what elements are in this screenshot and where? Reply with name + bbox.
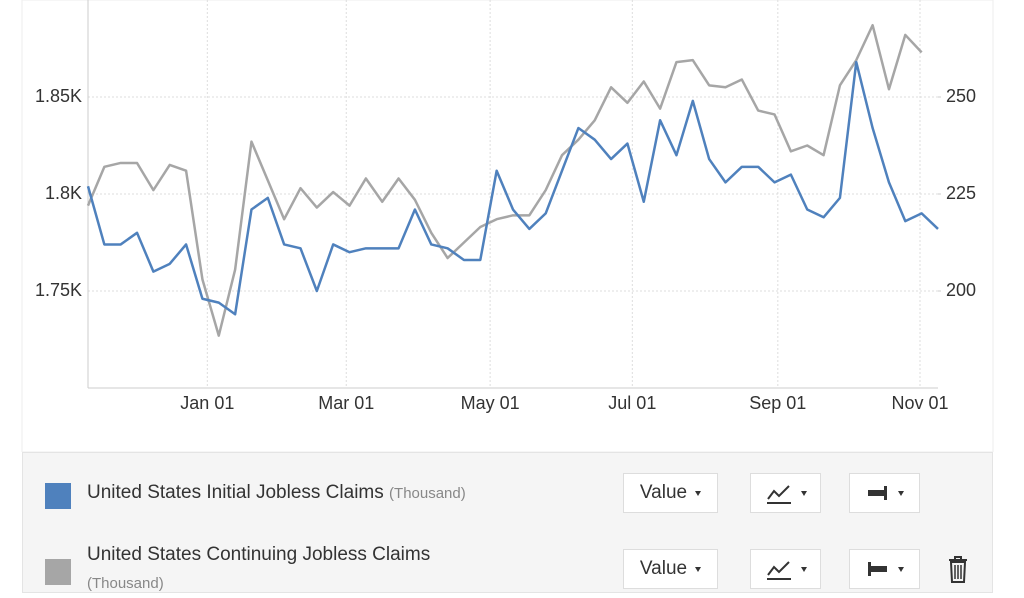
legend-name: United States Initial Jobless Claims: [87, 482, 384, 503]
y-tick-label: 1.8K: [45, 183, 82, 203]
y2-tick-label: 225: [946, 183, 976, 203]
caret: [800, 566, 807, 572]
legend-label: United States Continuing Jobless Claims (…: [87, 541, 487, 598]
mode-button[interactable]: Value: [623, 549, 718, 589]
legend-unit: (Thousand): [389, 485, 466, 502]
x-tick-label: Jan 01: [180, 393, 234, 413]
legend-name: United States Continuing Jobless Claims: [87, 544, 431, 565]
chart-type-button[interactable]: [750, 473, 821, 513]
chart-type-button[interactable]: [750, 549, 821, 589]
legend-unit: (Thousand): [87, 575, 164, 592]
caret: [695, 566, 702, 572]
axis-icon: [867, 562, 887, 576]
legend-panel: United States Initial Jobless Claims (Th…: [22, 452, 993, 593]
legend-swatch: [45, 559, 71, 585]
series-line: [86, 23, 923, 337]
series-line: [86, 60, 939, 316]
y2-tick-label: 250: [946, 86, 976, 106]
chart: 1.75K 1.8K 1.85K 200 225 250 Jan 01 Mar 01 May 0…: [21, 0, 994, 452]
line-icon: [766, 485, 791, 504]
y-tick-label: 1.75K: [35, 280, 82, 300]
delete-button[interactable]: [947, 555, 969, 583]
x-tick-label: May 01: [461, 393, 520, 413]
x-tick-label: Nov 01: [891, 393, 948, 413]
axis-button[interactable]: [849, 549, 920, 589]
x-tick-label: Jul 01: [608, 393, 656, 413]
line-icon: [766, 561, 791, 580]
axis-icon: [867, 486, 887, 500]
legend-row: United States Continuing Jobless Claims (…: [23, 544, 992, 594]
x-tick-label: Mar 01: [318, 393, 374, 413]
x-tick-label: Sep 01: [749, 393, 806, 413]
mode-label: Value: [639, 558, 688, 579]
mode-button[interactable]: Value: [623, 473, 718, 513]
caret: [800, 490, 807, 496]
mode-label: Value: [639, 482, 688, 503]
legend-swatch: [45, 483, 71, 509]
y-tick-label: 1.85K: [35, 86, 82, 106]
legend-row: United States Initial Jobless Claims (Th…: [23, 473, 992, 513]
chart-frame: [21, 0, 994, 452]
legend-label: United States Initial Jobless Claims (Th…: [87, 479, 487, 508]
axis-button[interactable]: [849, 473, 920, 513]
caret: [897, 566, 904, 572]
y2-tick-label: 200: [946, 280, 976, 300]
caret: [695, 490, 702, 496]
caret: [897, 490, 904, 496]
